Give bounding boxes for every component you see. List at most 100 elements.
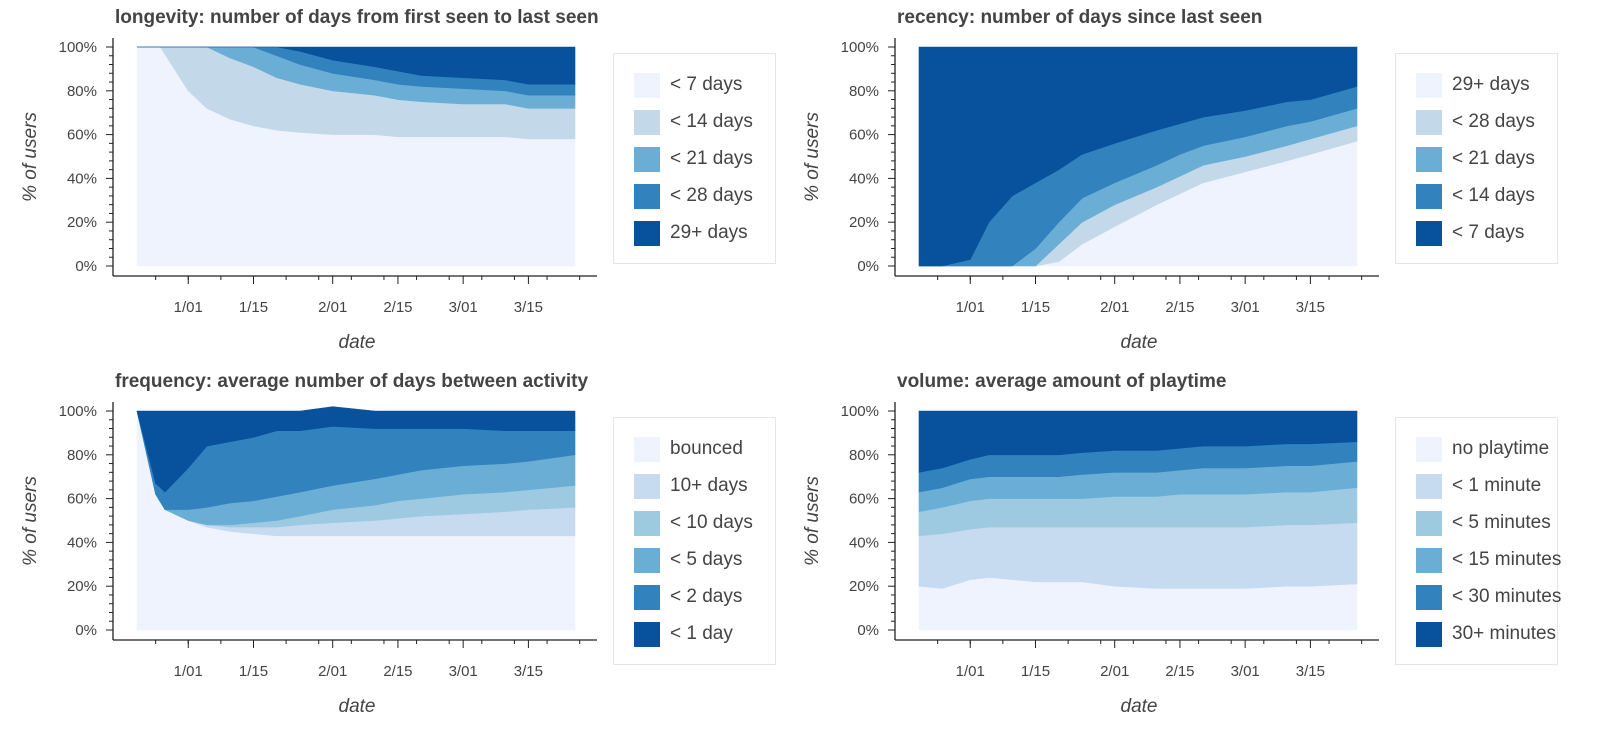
y-tick-label: 0% [857,258,879,275]
legend-item: 29+ days [614,215,775,252]
legend-label: < 7 days [1452,222,1525,243]
legend-swatch [1416,147,1442,172]
legend-label: < 5 days [670,549,743,570]
y-tick-label: 40% [849,534,879,551]
legend-item: 10+ days [614,468,775,505]
legend-item: < 14 days [614,104,775,141]
y-axis-label: % of users [802,112,823,202]
x-tick-label: 2/15 [383,663,412,680]
legend-item: 30+ minutes [1396,616,1557,653]
area-series [918,46,1358,267]
frequency-chart-panel: frequency: average number of days betwee… [0,364,800,729]
legend-label: < 30 minutes [1452,586,1562,607]
legend-item: < 15 minutes [1396,542,1561,579]
legend-swatch [634,622,660,647]
legend-label: < 14 days [1452,185,1535,206]
legend-item: < 5 minutes [1396,505,1557,542]
legend-swatch [1416,110,1442,135]
legend-swatch [634,585,660,610]
legend-item: < 10 days [614,505,775,542]
x-tick-label: 1/01 [956,663,985,680]
x-tick-label: 3/01 [1231,299,1260,316]
chart-title: frequency: average number of days betwee… [115,371,589,392]
y-tick-label: 0% [75,258,97,275]
legend-item: < 21 days [614,141,775,178]
legend-swatch [634,474,660,499]
chart-legend: bounced 10+ days < 10 days < 5 days < 2 days… [613,417,776,665]
area-series [137,46,576,85]
x-tick-label: 2/01 [318,663,347,680]
y-tick-label: 80% [849,83,879,100]
chart-title: volume: average amount of playtime [897,371,1227,392]
y-tick-label: 100% [59,403,97,420]
legend-label: < 2 days [670,586,743,607]
legend-item: bounced [614,431,775,468]
y-tick-label: 60% [67,127,97,144]
legend-label: < 21 days [670,148,753,169]
y-tick-label: 60% [849,491,879,508]
legend-label: < 5 minutes [1452,512,1551,533]
legend-label: bounced [670,438,743,459]
x-axis-label: date [339,696,376,717]
y-tick-label: 100% [841,39,879,56]
y-tick-label: 20% [849,578,879,595]
x-tick-label: 1/01 [174,663,203,680]
legend-swatch [1416,474,1442,499]
chart-legend: no playtime < 1 minute < 5 minutes < 15 min… [1395,417,1561,665]
x-tick-label: 1/15 [1021,663,1050,680]
recency-chart: 0% 20% 40% 60% 80% 100% 1/01 1/15 2/01 2/15 3/01 3/… [802,38,1379,353]
x-axis-label: date [339,332,376,353]
y-tick-label: 100% [59,39,97,56]
x-tick-label: 1/15 [239,299,268,316]
x-axis-label: date [1121,696,1158,717]
area-series [918,410,1358,473]
legend-swatch [634,437,660,462]
volume-chart: 0% 20% 40% 60% 80% 100% 1/01 1/15 2/01 2/15 3/01 3/… [802,402,1379,717]
x-tick-label: 2/15 [383,299,412,316]
legend-swatch [1416,585,1442,610]
legend-swatch [1416,548,1442,573]
y-tick-label: 20% [67,578,97,595]
legend-item: < 14 days [1396,178,1557,215]
legend-label: < 7 days [670,74,743,95]
y-axis-label: % of users [20,112,41,202]
legend-swatch [634,221,660,246]
y-tick-label: 60% [67,491,97,508]
y-tick-label: 40% [67,170,97,187]
legend-label: 10+ days [670,475,748,496]
legend-swatch [634,511,660,536]
chart-legend: < 7 days < 14 days < 21 days < 28 days 29+ d… [613,53,776,264]
x-tick-label: 2/01 [1100,299,1129,316]
legend-label: < 1 minute [1452,475,1542,496]
y-tick-label: 0% [75,622,97,639]
volume-chart-panel: volume: average amount of playtime 0% 20%… [782,364,1582,729]
legend-swatch [634,184,660,209]
y-axis-label: % of users [802,476,823,566]
legend-label: < 15 minutes [1452,549,1562,570]
y-tick-label: 80% [849,447,879,464]
legend-item: < 1 day [614,616,775,653]
x-tick-label: 3/15 [514,663,543,680]
x-tick-label: 3/15 [1296,663,1325,680]
legend-swatch [1416,73,1442,98]
x-axis-label: date [1121,332,1158,353]
y-tick-label: 0% [857,622,879,639]
x-tick-label: 2/15 [1165,663,1194,680]
legend-label: no playtime [1452,438,1550,459]
x-tick-label: 2/01 [318,299,347,316]
frequency-chart: 0% 20% 40% 60% 80% 100% 1/01 1/15 2/01 2/15 3/01 3/… [20,402,597,717]
y-tick-label: 40% [67,534,97,551]
x-tick-label: 2/15 [1165,299,1194,316]
area-series [136,406,576,493]
legend-label: 29+ days [1452,74,1530,95]
legend-item: < 30 minutes [1396,579,1561,616]
x-tick-label: 1/15 [1021,299,1050,316]
legend-swatch [1416,437,1442,462]
legend-item: < 28 days [1396,104,1557,141]
legend-item: < 7 days [1396,215,1557,252]
longevity-chart-panel: longevity: number of days from first see… [0,0,800,365]
legend-swatch [634,147,660,172]
legend-label: < 28 days [1452,111,1535,132]
x-tick-label: 2/01 [1100,663,1129,680]
legend-item: < 28 days [614,178,775,215]
